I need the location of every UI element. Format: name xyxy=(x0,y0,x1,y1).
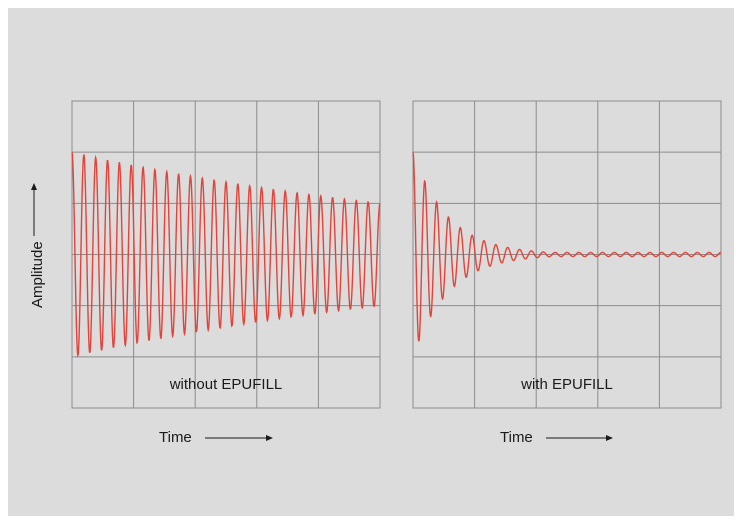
panel-annotation: with EPUFILL xyxy=(520,376,613,393)
figure-background: Amplitude without EPUFILL Time with EPUF… xyxy=(8,8,734,516)
grid-lines xyxy=(413,101,721,408)
y-axis-label-group: Amplitude xyxy=(29,183,46,308)
chart-panel-with-epufill: with EPUFILL Time xyxy=(412,100,722,446)
y-axis-label: Amplitude xyxy=(29,241,46,308)
x-axis-arrow-head xyxy=(266,435,273,441)
y-axis-arrow-head xyxy=(31,183,37,190)
signal-line xyxy=(71,152,381,358)
signal-line xyxy=(412,152,722,342)
grid-lines xyxy=(72,101,380,408)
x-axis-label: Time xyxy=(500,429,533,446)
x-axis-label: Time xyxy=(159,429,192,446)
chart-canvas: Amplitude without EPUFILL Time with EPUF… xyxy=(29,100,722,446)
chart-panel-without-epufill: without EPUFILL Time xyxy=(71,100,381,446)
panel-annotation: without EPUFILL xyxy=(169,376,283,393)
x-axis-arrow-head xyxy=(606,435,613,441)
